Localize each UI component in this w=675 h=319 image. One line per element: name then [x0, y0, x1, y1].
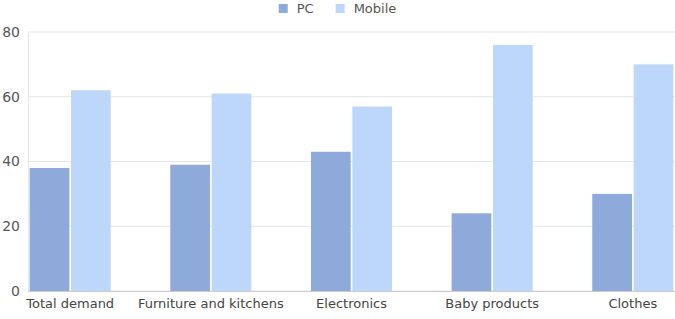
grid-line: [28, 226, 675, 227]
y-tick-label: 20: [2, 218, 20, 234]
legend-label: PC: [297, 1, 314, 16]
bar: [30, 168, 70, 291]
bar: [352, 106, 392, 291]
x-tick: Furniture and kitchens: [138, 291, 284, 311]
x-axis-line: [29, 291, 675, 292]
grid-line: [28, 32, 675, 33]
bar: [170, 165, 210, 291]
legend-item: PC: [279, 1, 314, 16]
x-tick-label: Baby products: [445, 296, 539, 311]
legend-item: Mobile: [336, 1, 397, 16]
x-axis: Total demand Furniture and kitchens Electr…: [25, 291, 675, 311]
legend: PC Mobile: [279, 1, 397, 16]
y-tick-label: 0: [11, 283, 20, 299]
x-tick-label: Clothes: [608, 296, 657, 311]
grid-line: [28, 291, 675, 292]
y-tick-label: 40: [2, 153, 20, 169]
y-axis: 0 20 40 60 80: [2, 24, 28, 299]
y-axis-line: [28, 33, 29, 292]
y-tick: 40: [2, 153, 28, 169]
chart: 0 20 40 60 80 Total demand Furniture and kitch…: [0, 0, 675, 319]
x-tick-label: Electronics: [316, 296, 387, 311]
y-tick-label: 80: [2, 24, 20, 40]
legend-swatch: [279, 4, 288, 13]
x-tick: Clothes: [608, 291, 657, 311]
grid: [28, 32, 675, 291]
y-tick: 60: [2, 89, 28, 105]
x-tick-label: Total demand: [25, 296, 114, 311]
x-tick: Baby products: [445, 291, 539, 311]
grid-line: [28, 161, 675, 162]
bar: [452, 213, 492, 291]
x-tick-label: Furniture and kitchens: [138, 296, 284, 311]
y-tick-label: 60: [2, 89, 20, 105]
legend-swatch: [336, 4, 345, 13]
bar: [311, 152, 351, 291]
grid-line: [28, 96, 675, 97]
x-tick: Total demand: [25, 291, 114, 311]
bar: [493, 45, 533, 291]
legend-label: Mobile: [354, 1, 397, 16]
bar: [634, 64, 674, 291]
bar: [71, 90, 111, 291]
x-tick: Electronics: [316, 291, 387, 311]
bar: [212, 94, 252, 291]
y-tick: 80: [2, 24, 28, 40]
y-tick: 20: [2, 218, 28, 234]
bars: [30, 45, 674, 291]
bar: [592, 194, 632, 291]
